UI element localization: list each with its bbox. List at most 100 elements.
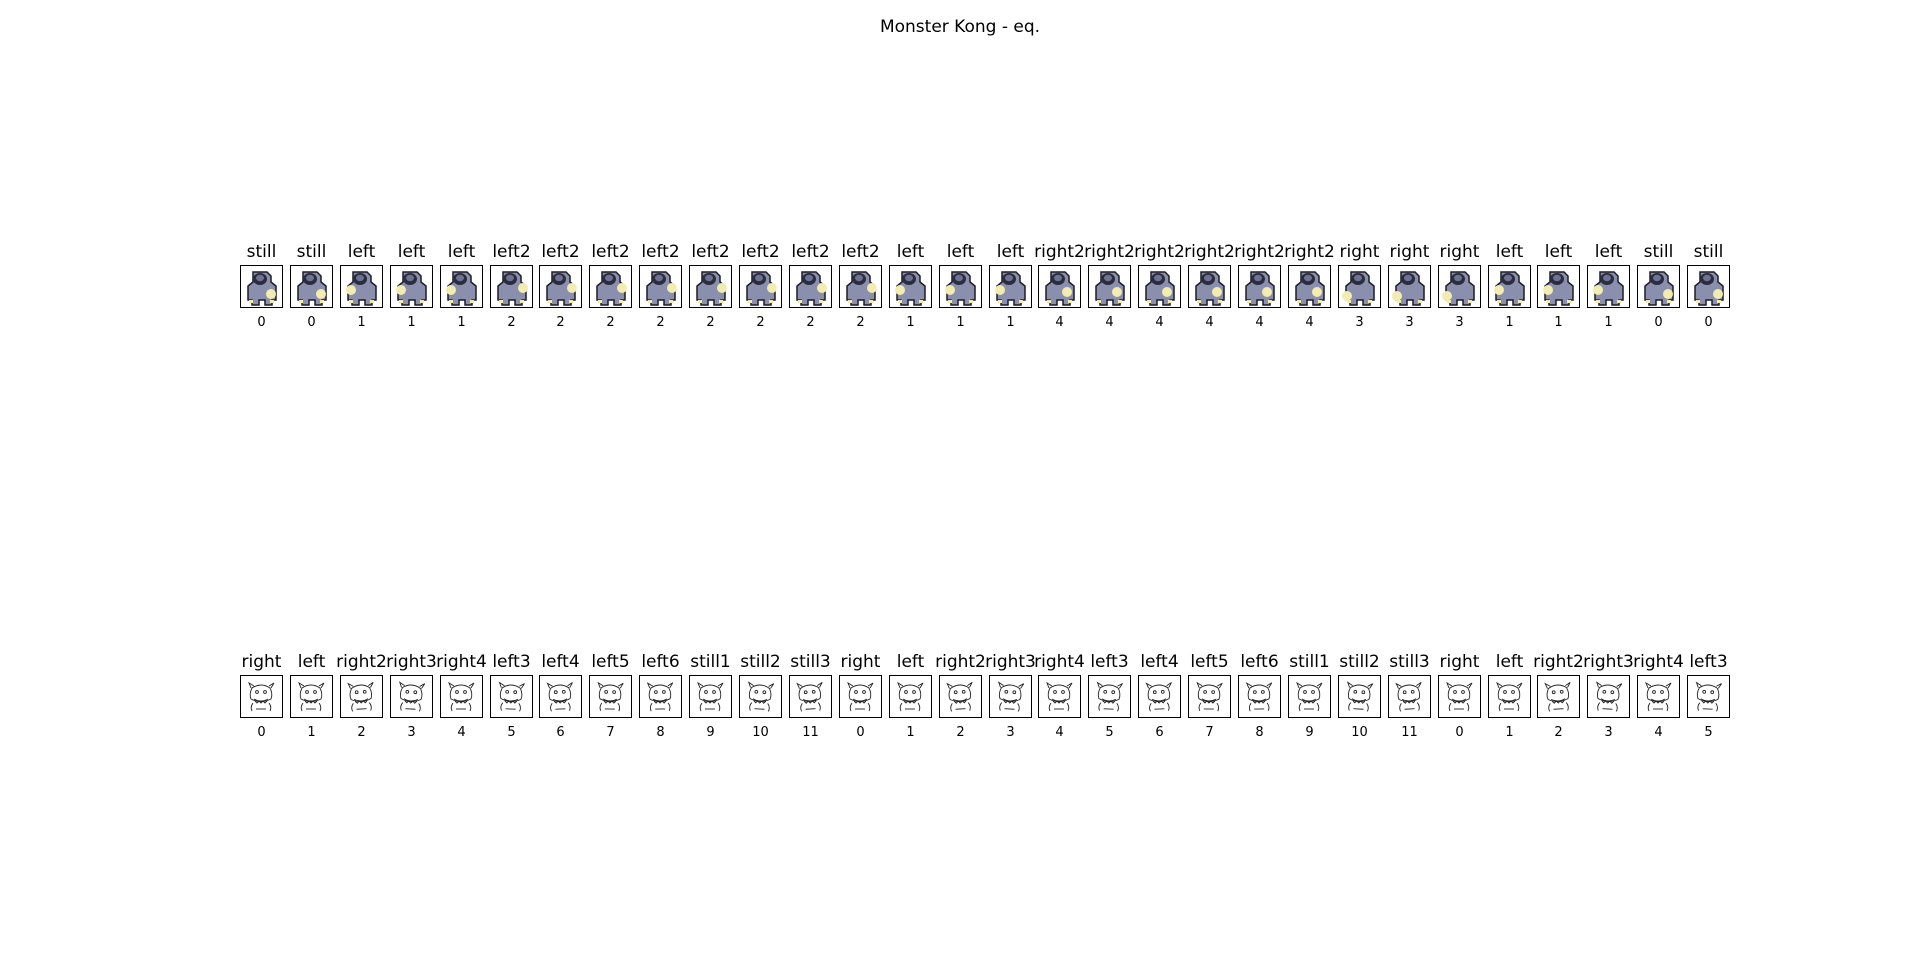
frame-label: left5 [591, 652, 630, 672]
frame-label: right [1439, 242, 1480, 262]
frame-cell: right2 4 [1084, 242, 1135, 342]
frame-cell: right4 4 [1034, 652, 1085, 752]
frame-label: right4 [1633, 652, 1684, 672]
frame-cell: right2 2 [336, 652, 387, 752]
frame-cell: left 1 [1537, 242, 1580, 342]
frame-index: 10 [752, 725, 769, 740]
monster-outline-icon [340, 675, 383, 718]
monster-sprite-icon [839, 265, 882, 308]
frame-cell: left 1 [340, 242, 383, 342]
frame-index: 4 [1205, 315, 1214, 330]
frame-index: 4 [1105, 315, 1114, 330]
frame-label: left2 [492, 242, 531, 262]
frame-label: left2 [791, 242, 830, 262]
frame-index: 1 [1505, 315, 1514, 330]
monster-sprite-icon [1687, 265, 1730, 308]
frame-cell: right2 4 [1284, 242, 1335, 342]
monster-sprite-icon [689, 265, 732, 308]
monster-outline-icon [989, 675, 1032, 718]
monster-outline-icon [839, 675, 882, 718]
frame-label: left2 [541, 242, 580, 262]
monster-sprite-icon [1038, 265, 1081, 308]
frame-index: 0 [1704, 315, 1713, 330]
frame-label: left [1495, 242, 1524, 262]
monster-sprite-icon [1587, 265, 1630, 308]
frame-label: left4 [1140, 652, 1179, 672]
frame-cell: still2 10 [739, 652, 782, 752]
frame-cell: left6 8 [1238, 652, 1281, 752]
rendered-frames-row: still 0 still 0 left 1 left 1 left [0, 242, 1920, 352]
monster-sprite-icon [340, 265, 383, 308]
frame-label: left4 [541, 652, 580, 672]
sprite-frames-row: right 0 left 1 right2 [0, 652, 1920, 762]
frame-cell: left2 2 [490, 242, 533, 342]
frame-label: right2 [1533, 652, 1584, 672]
frame-label: still2 [740, 652, 781, 672]
monster-sprite-icon [889, 265, 932, 308]
frame-index: 10 [1351, 725, 1368, 740]
frame-label: still [1643, 242, 1674, 262]
frame-index: 4 [1255, 315, 1264, 330]
monster-outline-icon [1687, 675, 1730, 718]
frame-index: 4 [1055, 315, 1064, 330]
monster-sprite-icon [589, 265, 632, 308]
frame-label: right2 [1134, 242, 1185, 262]
monster-outline-icon [1238, 675, 1281, 718]
monster-sprite-icon [440, 265, 483, 308]
frame-cell: left6 8 [639, 652, 682, 752]
frame-label: left6 [641, 652, 680, 672]
frame-label: left [896, 242, 925, 262]
frame-index: 2 [606, 315, 615, 330]
frame-index: 1 [906, 725, 915, 740]
frame-index: 3 [1455, 315, 1464, 330]
frame-label: left2 [691, 242, 730, 262]
monster-sprite-icon [1388, 265, 1431, 308]
frame-index: 5 [1704, 725, 1713, 740]
frame-index: 11 [802, 725, 819, 740]
frame-label: left3 [1689, 652, 1728, 672]
frame-index: 1 [1604, 315, 1613, 330]
frame-label: right2 [1034, 242, 1085, 262]
frame-cell: right 3 [1338, 242, 1381, 342]
monster-sprite-icon [1188, 265, 1231, 308]
monster-sprite-icon [639, 265, 682, 308]
monster-sprite-icon [1088, 265, 1131, 308]
frame-label: still3 [1389, 652, 1430, 672]
frame-index: 2 [357, 725, 366, 740]
monster-sprite-icon [939, 265, 982, 308]
monster-sprite-icon [1537, 265, 1580, 308]
monster-sprite-icon [1138, 265, 1181, 308]
frame-index: 2 [556, 315, 565, 330]
frame-cell: left4 6 [539, 652, 582, 752]
frame-cell: right2 4 [1134, 242, 1185, 342]
monster-outline-icon [240, 675, 283, 718]
frame-label: right2 [1234, 242, 1285, 262]
frame-cell: still 0 [290, 242, 333, 342]
frame-cell: left2 2 [689, 242, 732, 342]
frame-label: left2 [741, 242, 780, 262]
monster-sprite-icon [1438, 265, 1481, 308]
frame-cell: still2 10 [1338, 652, 1381, 752]
frame-label: right2 [1084, 242, 1135, 262]
frame-index: 3 [1405, 315, 1414, 330]
frame-label: left [896, 652, 925, 672]
frame-index: 2 [1554, 725, 1563, 740]
frame-index: 0 [856, 725, 865, 740]
monster-outline-icon [1338, 675, 1381, 718]
monster-outline-icon [939, 675, 982, 718]
frame-index: 0 [307, 315, 316, 330]
frame-label: left [297, 652, 326, 672]
frame-index: 0 [1455, 725, 1464, 740]
frame-index: 3 [407, 725, 416, 740]
frame-cell: right2 2 [935, 652, 986, 752]
frame-cell: still3 11 [789, 652, 832, 752]
frame-cell: left 1 [290, 652, 333, 752]
monster-outline-icon [440, 675, 483, 718]
frame-cell: still1 9 [689, 652, 732, 752]
frame-label: left3 [492, 652, 531, 672]
monster-outline-icon [689, 675, 732, 718]
frame-cell: left5 7 [1188, 652, 1231, 752]
frame-index: 0 [1654, 315, 1663, 330]
frame-index: 1 [1505, 725, 1514, 740]
frame-cell: left3 5 [490, 652, 533, 752]
